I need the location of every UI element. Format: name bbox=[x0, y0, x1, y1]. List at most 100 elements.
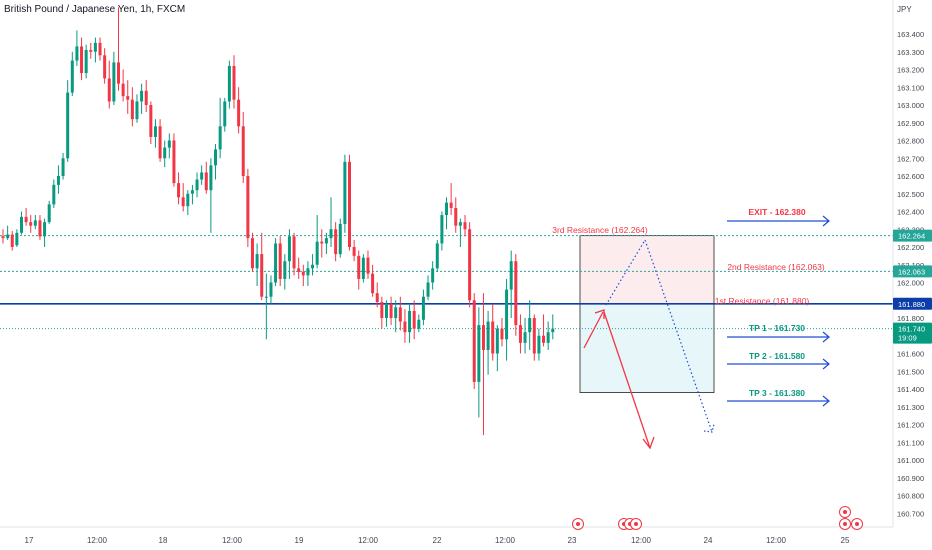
price-tick-label: 161.600 bbox=[897, 350, 924, 359]
candle-body bbox=[98, 42, 102, 56]
projection-down-arrowhead bbox=[642, 436, 655, 450]
label-arrow-head bbox=[822, 331, 830, 343]
candle-body bbox=[227, 65, 231, 102]
candle-body bbox=[167, 140, 171, 148]
projection-dotted-arrowhead bbox=[703, 423, 715, 433]
candle-body bbox=[246, 176, 250, 239]
candle-body bbox=[514, 261, 518, 326]
price-tick-label: 161.000 bbox=[897, 456, 924, 465]
candle-body bbox=[200, 172, 204, 180]
candle-body bbox=[260, 254, 264, 297]
candle-body bbox=[421, 296, 425, 320]
price-tick-label: 161.500 bbox=[897, 367, 924, 376]
candle-body bbox=[371, 273, 375, 294]
candle-body bbox=[75, 46, 79, 61]
candle-body bbox=[153, 126, 157, 137]
tp3-label: TP 3 - 161.380 bbox=[749, 388, 805, 398]
time-tick-label: 12:00 bbox=[766, 536, 787, 545]
event-marker-dot bbox=[576, 522, 580, 526]
time-tick-label: 12:00 bbox=[87, 536, 108, 545]
candle-body bbox=[357, 255, 361, 279]
candle-body bbox=[431, 268, 435, 283]
candle-body bbox=[458, 222, 462, 226]
candle-body bbox=[505, 289, 509, 340]
badge-res3: 162.264 bbox=[893, 229, 932, 242]
time-tick-label: 12:00 bbox=[631, 536, 652, 545]
candles-group bbox=[1, 7, 555, 436]
price-tick-label: 161.200 bbox=[897, 421, 924, 430]
label-arrow-head bbox=[822, 215, 830, 227]
candle-body bbox=[324, 238, 328, 244]
res1-label: 1st Resistance (161.880) bbox=[715, 296, 810, 306]
candle-body bbox=[80, 46, 84, 74]
price-tick-label: 162.200 bbox=[897, 243, 924, 252]
currency-label: JPY bbox=[897, 5, 912, 14]
candle-body bbox=[394, 307, 398, 318]
label-arrow-head bbox=[822, 358, 830, 370]
candle-body bbox=[56, 176, 60, 185]
target-zone bbox=[579, 303, 715, 393]
candle-body bbox=[70, 60, 74, 93]
candle-body bbox=[384, 303, 388, 318]
candle-body bbox=[523, 332, 527, 343]
projection-down-arrow bbox=[603, 311, 651, 449]
candle-body bbox=[1, 236, 5, 239]
economic-events[interactable] bbox=[572, 506, 863, 530]
event-marker-dot bbox=[634, 522, 638, 526]
candle-body bbox=[528, 318, 532, 333]
price-tick-label: 162.400 bbox=[897, 208, 924, 217]
time-tick-label: 12:00 bbox=[222, 536, 243, 545]
candle-body bbox=[10, 234, 14, 247]
time-tick-label: 22 bbox=[433, 536, 442, 545]
price-tick-label: 161.100 bbox=[897, 438, 924, 447]
candle-body bbox=[551, 328, 555, 333]
candle-body bbox=[177, 183, 181, 198]
candle-body bbox=[412, 310, 416, 329]
candle-body bbox=[454, 207, 458, 226]
price-tick-label: 161.800 bbox=[897, 314, 924, 323]
candle-body bbox=[214, 149, 218, 166]
candle-body bbox=[204, 172, 208, 191]
candle-body bbox=[315, 241, 319, 265]
price-tick-label: 163.000 bbox=[897, 101, 924, 110]
candle-body bbox=[209, 165, 213, 191]
candle-body bbox=[518, 325, 522, 343]
price-tick-label: 163.200 bbox=[897, 66, 924, 75]
price-tick-label: 163.400 bbox=[897, 30, 924, 39]
projection-up-arrow bbox=[583, 311, 604, 349]
candle-body bbox=[500, 328, 504, 340]
candle-body bbox=[338, 223, 342, 255]
time-axis-ticks: 17 12:00 18 12:00 19 12:00 22 12:00 23 12:00 24 12:… bbox=[25, 536, 850, 545]
time-tick-label: 19 bbox=[295, 536, 304, 545]
event-marker-dot bbox=[855, 522, 859, 526]
candle-body bbox=[66, 92, 70, 159]
candle-body bbox=[218, 126, 222, 150]
candle-body bbox=[163, 147, 167, 159]
candle-body bbox=[61, 158, 65, 176]
candle-body bbox=[445, 202, 449, 216]
candle-body bbox=[274, 243, 278, 283]
candle-body bbox=[93, 42, 97, 52]
candle-body bbox=[140, 90, 144, 102]
badge-res1[interactable]: 161.880 bbox=[893, 297, 932, 310]
candle-body bbox=[107, 78, 111, 102]
candle-body bbox=[532, 318, 536, 354]
candle-body bbox=[84, 49, 88, 74]
time-tick-label: 12:00 bbox=[358, 536, 379, 545]
candle-body bbox=[463, 222, 467, 230]
candle-body bbox=[158, 126, 162, 159]
candle-body bbox=[320, 241, 324, 244]
res3-label: 3rd Resistance (162.264) bbox=[552, 225, 648, 235]
badge-res1-text: 161.880 bbox=[898, 300, 925, 309]
candle-body bbox=[186, 193, 190, 207]
candle-body bbox=[190, 190, 194, 194]
candle-body bbox=[117, 62, 120, 84]
candle-body bbox=[486, 321, 490, 350]
candle-body bbox=[398, 307, 402, 322]
candle-body bbox=[468, 229, 472, 301]
candle-body bbox=[306, 268, 310, 276]
label-arrows-group bbox=[727, 215, 830, 407]
candle-body bbox=[366, 257, 370, 274]
